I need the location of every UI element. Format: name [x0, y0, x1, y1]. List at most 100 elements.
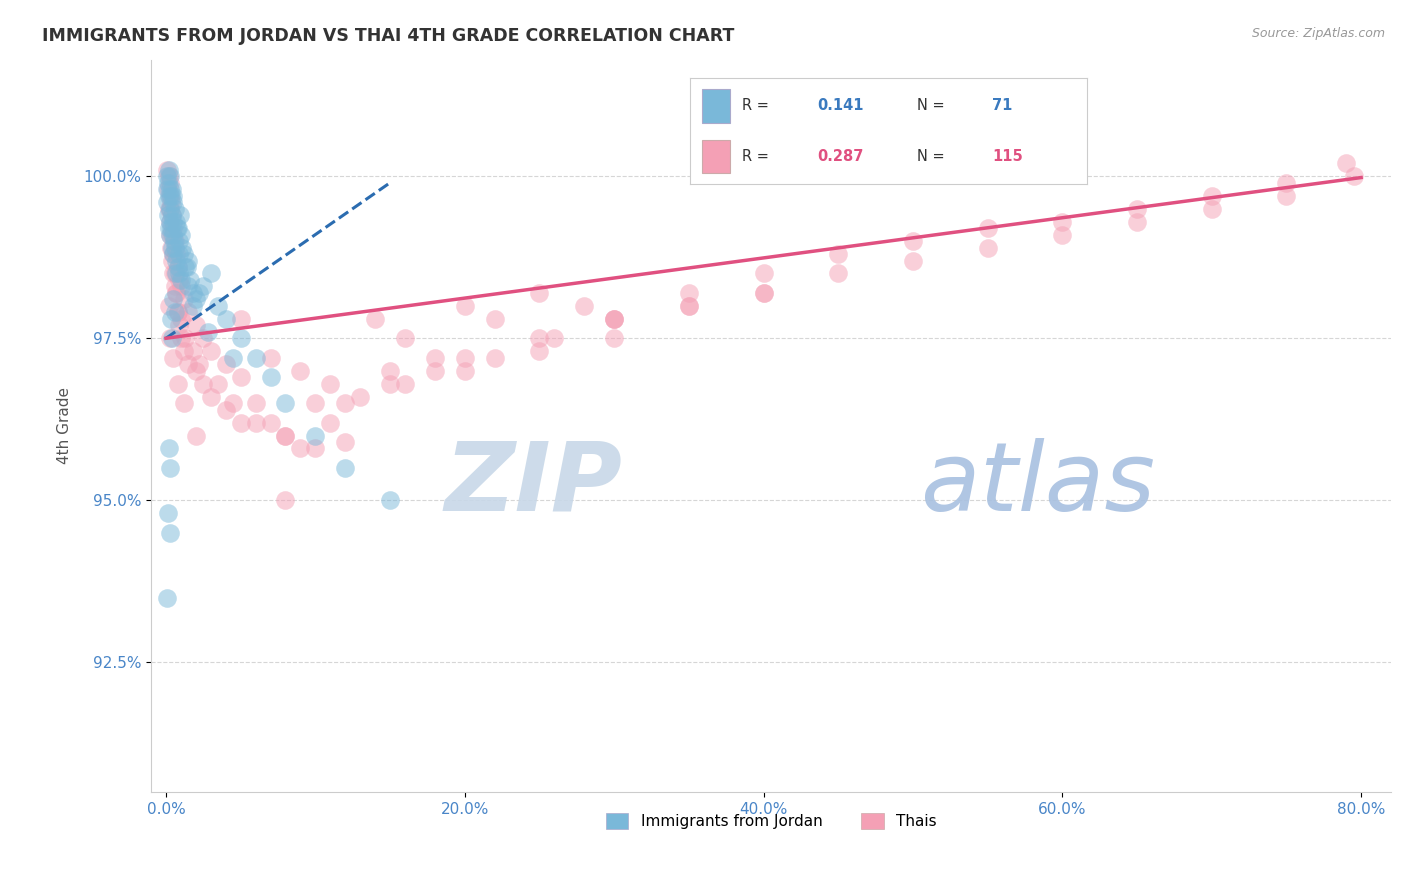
Thais	[259, 416, 281, 430]
Immigrants from Jordan	[159, 525, 181, 540]
Thais	[162, 221, 184, 235]
Thais	[678, 299, 700, 313]
Thais	[259, 351, 281, 365]
Thais	[187, 357, 209, 371]
Immigrants from Jordan	[157, 208, 180, 222]
Immigrants from Jordan	[160, 311, 183, 326]
Thais	[167, 305, 190, 319]
Thais	[529, 285, 551, 300]
Text: atlas: atlas	[920, 438, 1154, 531]
Thais	[159, 176, 181, 190]
Thais	[364, 311, 387, 326]
Thais	[173, 293, 195, 307]
Thais	[245, 396, 267, 410]
Thais	[156, 162, 179, 177]
Immigrants from Jordan	[156, 182, 179, 196]
Thais	[603, 331, 626, 345]
Immigrants from Jordan	[162, 214, 184, 228]
Immigrants from Jordan	[335, 461, 357, 475]
Immigrants from Jordan	[156, 169, 179, 184]
Immigrants from Jordan	[193, 279, 215, 293]
Thais	[976, 241, 998, 255]
Immigrants from Jordan	[159, 214, 181, 228]
Thais	[901, 234, 924, 248]
Thais	[174, 331, 197, 345]
Thais	[160, 208, 183, 222]
Thais	[752, 267, 775, 281]
Thais	[165, 285, 187, 300]
Immigrants from Jordan	[229, 331, 252, 345]
Immigrants from Jordan	[157, 176, 180, 190]
Thais	[290, 364, 312, 378]
Thais	[752, 285, 775, 300]
Thais	[901, 253, 924, 268]
Thais	[1334, 156, 1357, 170]
Immigrants from Jordan	[160, 208, 183, 222]
Immigrants from Jordan	[169, 208, 191, 222]
Immigrants from Jordan	[157, 162, 180, 177]
Immigrants from Jordan	[176, 260, 198, 274]
Thais	[157, 182, 180, 196]
Immigrants from Jordan	[165, 253, 187, 268]
Immigrants from Jordan	[173, 247, 195, 261]
Thais	[529, 344, 551, 359]
Thais	[159, 227, 181, 242]
Immigrants from Jordan	[187, 285, 209, 300]
Thais	[1052, 227, 1074, 242]
Immigrants from Jordan	[156, 195, 179, 210]
Thais	[1201, 188, 1223, 202]
Thais	[603, 311, 626, 326]
Thais	[157, 299, 180, 313]
Immigrants from Jordan	[179, 273, 201, 287]
Thais	[160, 227, 183, 242]
Thais	[304, 396, 326, 410]
Thais	[454, 299, 477, 313]
Thais	[181, 344, 204, 359]
Thais	[1343, 169, 1365, 184]
Immigrants from Jordan	[157, 442, 180, 456]
Thais	[173, 344, 195, 359]
Thais	[169, 273, 191, 287]
Immigrants from Jordan	[159, 461, 181, 475]
Thais	[543, 331, 565, 345]
Immigrants from Jordan	[169, 267, 191, 281]
Immigrants from Jordan	[157, 188, 180, 202]
Thais	[162, 267, 184, 281]
Immigrants from Jordan	[162, 227, 184, 242]
Thais	[529, 331, 551, 345]
Immigrants from Jordan	[166, 221, 188, 235]
Immigrants from Jordan	[162, 188, 184, 202]
Thais	[160, 253, 183, 268]
Immigrants from Jordan	[177, 279, 200, 293]
Thais	[163, 279, 186, 293]
Thais	[274, 428, 297, 442]
Text: IMMIGRANTS FROM JORDAN VS THAI 4TH GRADE CORRELATION CHART: IMMIGRANTS FROM JORDAN VS THAI 4TH GRADE…	[42, 27, 734, 45]
Immigrants from Jordan	[160, 182, 183, 196]
Thais	[173, 396, 195, 410]
Thais	[170, 279, 193, 293]
Immigrants from Jordan	[162, 247, 184, 261]
Immigrants from Jordan	[167, 260, 190, 274]
Immigrants from Jordan	[162, 293, 184, 307]
Thais	[335, 434, 357, 449]
Immigrants from Jordan	[181, 299, 204, 313]
Thais	[170, 311, 193, 326]
Immigrants from Jordan	[163, 305, 186, 319]
Thais	[167, 305, 190, 319]
Immigrants from Jordan	[163, 234, 186, 248]
Legend: Immigrants from Jordan, Thais: Immigrants from Jordan, Thais	[599, 807, 942, 836]
Thais	[335, 396, 357, 410]
Thais	[603, 311, 626, 326]
Thais	[1126, 202, 1149, 216]
Thais	[163, 267, 186, 281]
Immigrants from Jordan	[160, 331, 183, 345]
Immigrants from Jordan	[304, 428, 326, 442]
Thais	[193, 376, 215, 391]
Thais	[177, 357, 200, 371]
Immigrants from Jordan	[170, 227, 193, 242]
Immigrants from Jordan	[160, 188, 183, 202]
Thais	[157, 202, 180, 216]
Immigrants from Jordan	[181, 285, 204, 300]
Thais	[454, 351, 477, 365]
Thais	[229, 311, 252, 326]
